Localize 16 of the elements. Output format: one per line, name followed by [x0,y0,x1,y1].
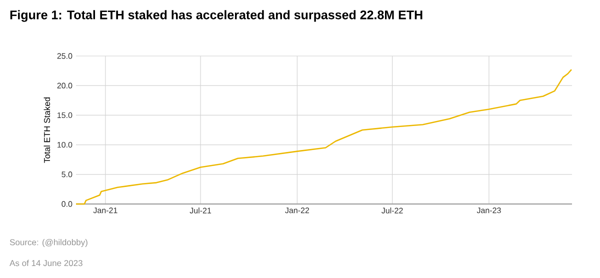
chart-title: Figure 1: Total ETH staked has accelerated and surpassed 22.8M ETH [10,10,422,22]
y-tick-label: 5.0 [62,172,72,178]
line-series [75,68,572,205]
y-tick-label: 10.0 [58,142,72,148]
x-tick-label: Jan-23 [476,208,501,214]
y-tick-label: 0.0 [62,201,72,207]
x-tick-label: Jul-21 [190,208,212,214]
y-tick-label: 20.0 [57,82,72,88]
y-tick-label: 15.0 [58,112,72,118]
source-note: Source: (@hildobby) [10,239,88,247]
x-tick-label: Jul-22 [382,208,403,214]
y-tick-label: 25.0 [57,53,72,59]
x-tick-label: Jan-21 [93,208,118,214]
x-tick-label: Jan-22 [285,208,310,214]
y-axis-title: Total ETH Staked [44,97,50,163]
text: As of 14 June 2023 [10,260,82,266]
